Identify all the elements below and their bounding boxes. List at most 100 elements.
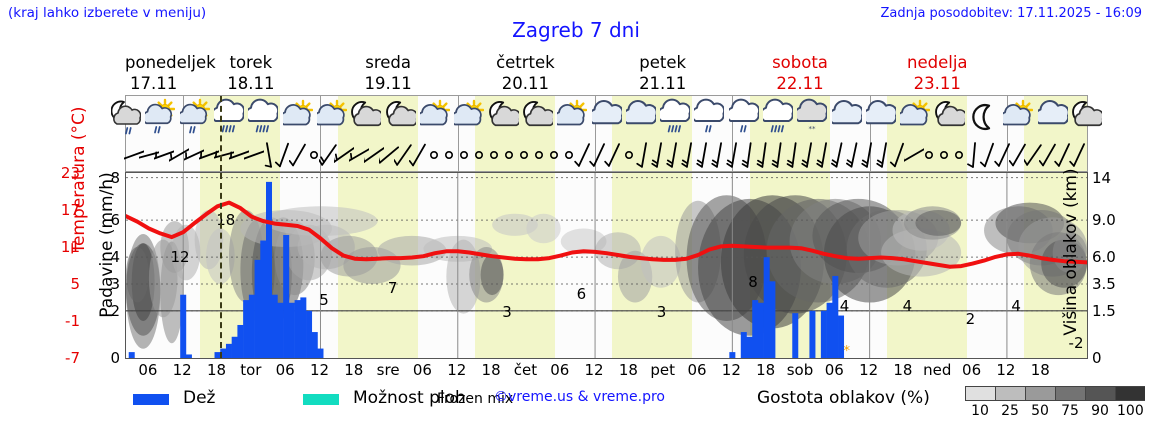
wind-barb <box>544 142 564 172</box>
time-tick: 18 <box>481 361 501 379</box>
time-tick: 12 <box>859 361 879 379</box>
day-divider <box>183 96 185 171</box>
day-name: ponedeljek <box>125 53 216 72</box>
wind-barb <box>439 142 459 172</box>
frozen-mix-legend-label: Frozen mix <box>437 391 514 407</box>
wind-barb <box>649 142 669 172</box>
temperature-value-label: 5 <box>319 291 329 309</box>
day-divider <box>1006 96 1008 171</box>
day-name: nedelja <box>907 53 968 72</box>
rain-swatch <box>133 394 169 405</box>
weather-icon-cloud-rain <box>245 97 280 141</box>
time-tick: 18 <box>1030 361 1050 379</box>
day-divider <box>869 96 871 171</box>
wind-barb <box>1009 142 1029 172</box>
cloud-density-swatch-100 <box>1115 386 1145 401</box>
wind-barb <box>1039 142 1059 172</box>
cloud-density-value: 100 <box>1117 403 1144 419</box>
wind-barb <box>829 142 849 172</box>
cloud-density-value: 25 <box>1001 403 1019 419</box>
wind-barb <box>889 142 909 172</box>
svg-text:*: * <box>844 344 851 358</box>
day-header-4: četrtek 20.11 <box>457 52 594 94</box>
time-tick: 18 <box>756 361 776 379</box>
precipitation-tick: 6 <box>110 211 120 230</box>
wind-barb <box>274 142 294 172</box>
wind-barb <box>574 142 594 172</box>
day-date: 19.11 <box>364 74 412 93</box>
cloud-density-swatch-50 <box>1025 386 1055 401</box>
weather-icon-cloud-rain <box>760 97 795 141</box>
wind-barb <box>469 142 489 172</box>
day-header-2: torek 18.11 <box>182 52 319 94</box>
current-time-line <box>220 96 223 171</box>
time-tick: 06 <box>824 361 844 379</box>
showers-swatch <box>303 394 339 405</box>
wind-barb <box>619 142 639 172</box>
weather-icon-cloud <box>828 97 864 141</box>
temperature-tick: 11 <box>60 238 80 256</box>
weather-icon-moon <box>969 97 999 141</box>
temperature-value-label: 4 <box>839 297 850 316</box>
temperature-value-label: 7 <box>387 278 398 297</box>
temperature-value-label: 12 <box>170 247 190 266</box>
credit-link[interactable]: ©vreme.us & vreme.pro <box>494 389 665 405</box>
wind-barb <box>919 142 939 172</box>
wind-barb <box>1023 142 1044 172</box>
day-name: četrtek <box>496 53 555 72</box>
weather-icon-cloud-snow: * * <box>794 97 829 141</box>
day-date: 22.11 <box>776 74 824 93</box>
temperature-value-label: 6 <box>576 284 587 303</box>
wind-barb <box>393 142 414 172</box>
wind-barb <box>799 142 819 172</box>
wind-barb <box>484 142 504 172</box>
time-tick: 06 <box>687 361 707 379</box>
cloud-density-value: 90 <box>1091 403 1109 419</box>
wind-barb <box>949 142 969 172</box>
cloud-height-tick: 6.0 <box>1092 248 1116 267</box>
day-header-5: petek 21.11 <box>594 52 731 94</box>
wind-barb <box>304 142 324 172</box>
time-tick: 18 <box>206 361 227 379</box>
temperature-value-label: 3 <box>502 303 512 322</box>
time-tick: 12 <box>996 361 1016 379</box>
day-header-6: sobota 22.11 <box>731 52 868 94</box>
wind-barb <box>844 142 864 172</box>
wind-barb <box>814 142 834 172</box>
weather-icon-sun-cloud <box>896 97 931 141</box>
wind-barb <box>902 142 926 172</box>
weather-icon-cloud <box>862 97 898 141</box>
wind-barb <box>259 142 279 172</box>
time-tick: sre <box>376 361 400 379</box>
wind-barb <box>361 142 385 172</box>
temperature-tick: -7 <box>65 349 80 367</box>
cloud-density-swatch-10 <box>965 386 995 401</box>
precipitation-axis-ticks: 8 6 4 3 2 0 <box>104 169 120 367</box>
wind-barb <box>514 142 534 172</box>
temperature-value-label: 4 <box>1011 297 1021 316</box>
meteogram-plot: * 12 18 5 7 3 6 3 8 4 4 2 4 -2 <box>125 172 1088 359</box>
time-tick: 18 <box>618 361 638 379</box>
precipitation-tick: 3 <box>110 275 120 293</box>
svg-text:*: * <box>809 125 813 133</box>
wind-barb <box>784 142 804 172</box>
temperature-axis-ticks: 23 17 11 5 -1 -7 <box>46 164 80 367</box>
wind-barb <box>634 142 654 172</box>
wind-barb <box>529 142 549 172</box>
day-name: petek <box>639 53 687 72</box>
temperature-tick: 5 <box>70 275 80 293</box>
cloud-height-tick: 14 <box>1092 168 1112 187</box>
day-date: 21.11 <box>639 74 687 93</box>
wind-barb <box>994 142 1014 172</box>
time-tick: čet <box>513 361 538 379</box>
weather-icon-night-cloud <box>488 97 521 141</box>
wind-barb <box>331 142 355 172</box>
current-time-line <box>220 173 223 358</box>
day-header-7: nedelja 23.11 <box>869 52 1006 94</box>
cloud-height-tick: 9.0 <box>1092 211 1116 230</box>
temperature-tick: 23 <box>60 164 80 182</box>
wind-barb <box>709 142 729 172</box>
day-date: 17.11 <box>129 74 178 93</box>
cloud-density-swatch-90 <box>1085 386 1115 401</box>
cloud-height-tick: 0 <box>1092 349 1102 367</box>
